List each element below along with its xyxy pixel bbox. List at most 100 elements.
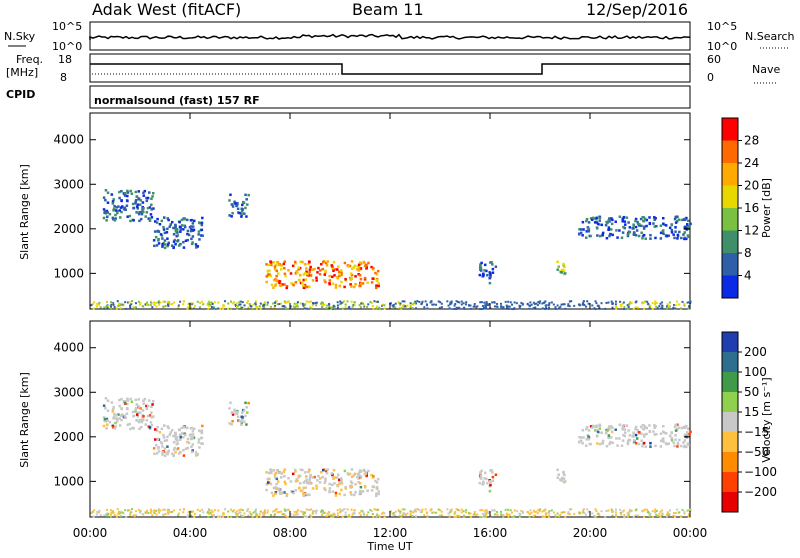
- velocity-cell: [378, 515, 381, 518]
- velocity-cell: [307, 508, 310, 511]
- power-cell: [310, 300, 313, 303]
- velocity-cell: [180, 426, 184, 430]
- power-cell: [447, 304, 450, 307]
- power-cell: [458, 307, 461, 310]
- velocity-cell: [243, 420, 246, 423]
- velocity-cell: [145, 407, 149, 411]
- velocity-cell: [375, 486, 378, 490]
- power-cell: [118, 216, 122, 219]
- power-cell: [98, 303, 101, 306]
- power-cell: [157, 238, 160, 241]
- velocity-cell: [262, 514, 265, 517]
- velocity-cell: [655, 510, 658, 513]
- velocity-cell: [609, 440, 612, 444]
- velocity-cell: [207, 515, 210, 518]
- velocity-cell: [240, 417, 244, 421]
- velocity-cell: [259, 515, 262, 518]
- colorbar-tick-label: −15: [744, 425, 769, 439]
- power-cell: [359, 282, 363, 285]
- velocity-cell: [598, 424, 601, 428]
- velocity-cell: [149, 511, 152, 514]
- velocity-cell: [486, 512, 489, 515]
- velocity-cell: [532, 509, 535, 512]
- velocity-cell: [117, 413, 120, 416]
- power-cell: [183, 218, 186, 221]
- power-cell: [230, 300, 233, 303]
- power-cell: [391, 304, 394, 307]
- velocity-cell: [272, 486, 276, 490]
- velocity-cell: [584, 513, 587, 516]
- velocity-cell: [125, 412, 129, 415]
- velocity-cell: [296, 509, 299, 512]
- power-cell: [246, 203, 249, 206]
- power-cell: [103, 209, 107, 213]
- velocity-cell: [347, 473, 350, 476]
- velocity-cell: [112, 510, 115, 513]
- power-cell: [281, 305, 284, 308]
- velocity-cell: [193, 515, 196, 518]
- velocity-cell: [598, 514, 601, 517]
- time-axis: 00:00 04:00 08:00 12:00 16:00 20:00 00:00: [73, 113, 707, 540]
- velocity-cell: [324, 477, 327, 481]
- velocity-cell: [660, 509, 663, 512]
- velocity-cell: [270, 514, 273, 517]
- nsearch-tick-bottom: 10^0: [707, 40, 737, 53]
- velocity-cell: [632, 515, 635, 518]
- velocity-cell: [601, 441, 604, 445]
- power-cell: [563, 303, 566, 306]
- velocity-cell: [363, 484, 367, 488]
- power-cell: [270, 283, 274, 287]
- power-cell: [285, 301, 288, 304]
- power-cell: [231, 302, 234, 305]
- velocity-cell: [269, 469, 273, 472]
- power-cell: [520, 301, 523, 304]
- velocity-cell: [654, 508, 657, 511]
- power-cell: [536, 304, 539, 307]
- velocity-cell: [294, 514, 297, 517]
- power-cell: [378, 306, 381, 309]
- velocity-cell: [295, 513, 298, 516]
- power-cell: [261, 303, 264, 306]
- velocity-cell: [321, 509, 324, 512]
- power-cell: [641, 237, 644, 240]
- velocity-cell: [392, 513, 395, 516]
- velocity-cell: [188, 434, 192, 437]
- velocity-cell: [306, 480, 309, 484]
- power-cell: [276, 272, 280, 275]
- power-cell: [114, 217, 117, 220]
- power-cell: [130, 192, 134, 196]
- power-cell: [303, 303, 306, 306]
- velocity-cell: [620, 444, 624, 448]
- power-cell: [283, 300, 286, 303]
- power-cell: [309, 306, 312, 309]
- velocity-cell: [123, 401, 127, 405]
- power-cell: [108, 212, 112, 216]
- velocity-cell: [359, 514, 362, 517]
- power-cell: [627, 305, 630, 308]
- velocity-cell: [611, 441, 614, 445]
- power-cell: [356, 267, 359, 271]
- power-cell: [110, 303, 113, 306]
- velocity-cell: [544, 512, 547, 515]
- power-cell: [659, 224, 663, 227]
- power-cell: [367, 261, 370, 265]
- power-cell: [581, 234, 584, 237]
- power-cell: [483, 263, 487, 267]
- velocity-cell: [332, 513, 335, 516]
- power-cell: [557, 265, 561, 268]
- velocity-cell: [370, 473, 373, 477]
- y-tick-label: 1000: [53, 266, 84, 280]
- velocity-cell: [667, 442, 671, 445]
- power-cell: [354, 282, 357, 286]
- power-cell: [283, 305, 286, 308]
- velocity-cell: [506, 514, 509, 517]
- power-cell: [213, 301, 216, 304]
- power-cell: [515, 302, 518, 305]
- power-cell: [587, 221, 591, 224]
- velocity-cell: [547, 512, 550, 515]
- power-cell: [148, 206, 152, 209]
- velocity-cell: [251, 516, 254, 519]
- velocity-cell: [171, 452, 174, 456]
- power-cell: [598, 306, 601, 309]
- power-cell: [560, 303, 563, 306]
